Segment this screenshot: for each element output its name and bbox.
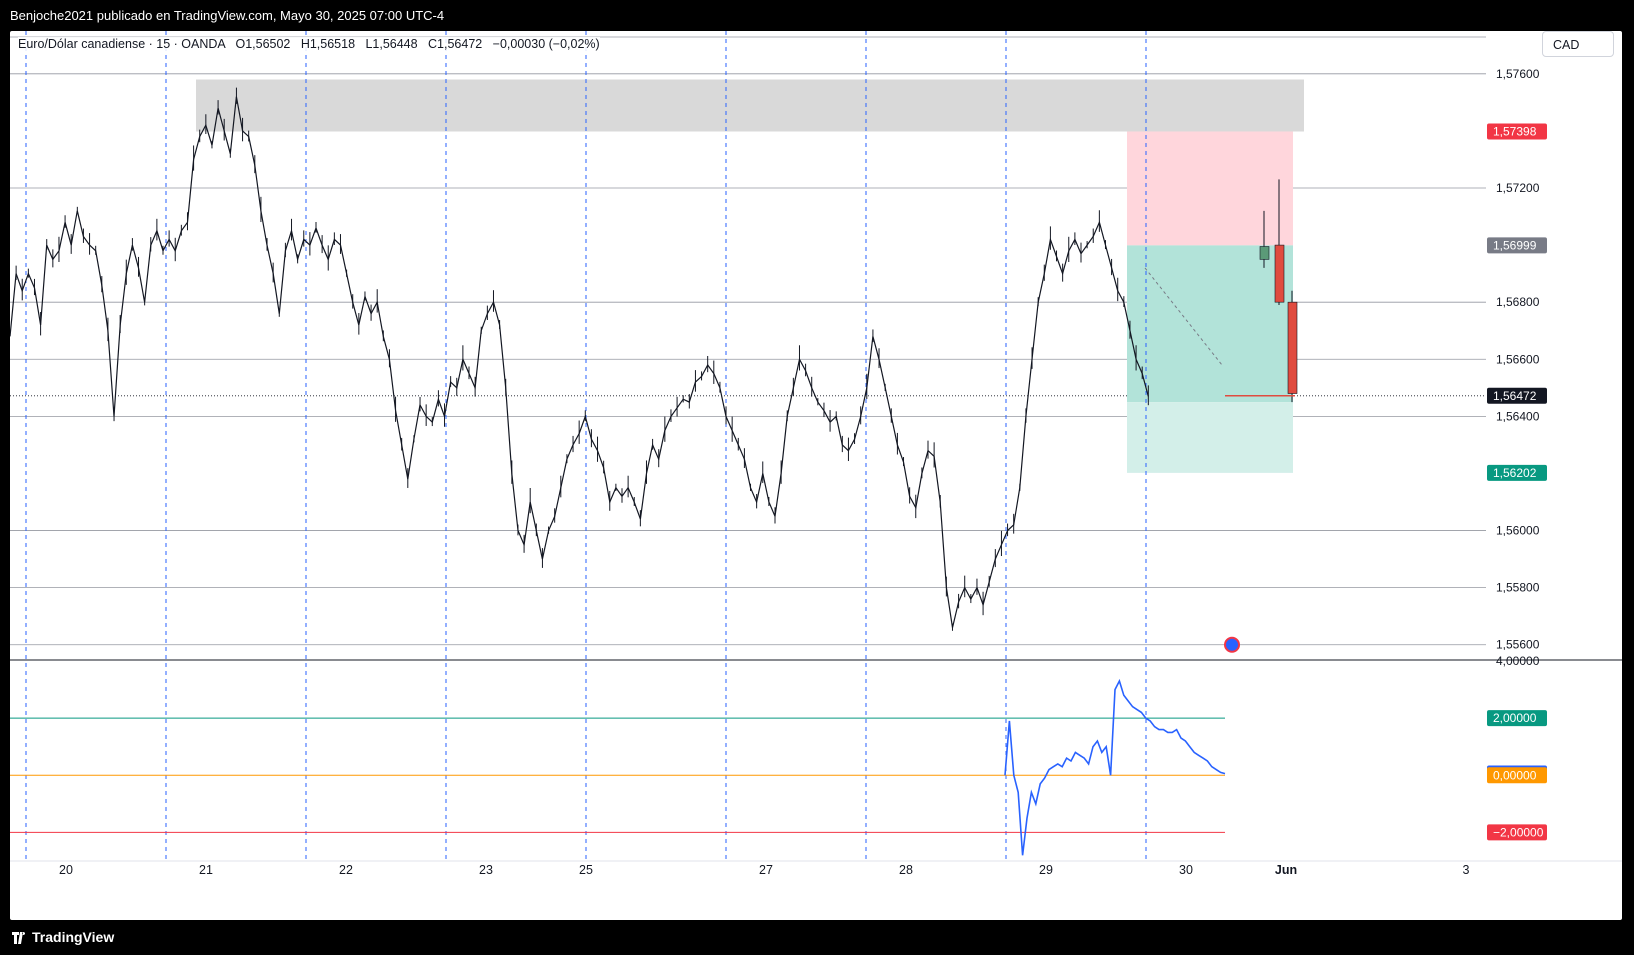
candle-body: [1287, 301, 1298, 394]
close-value: 1,56472: [437, 37, 483, 51]
tradingview-logo-icon: [12, 932, 26, 944]
symbol-legend: Euro/Dólar canadiense · 15 · OANDA O1,56…: [18, 37, 600, 51]
price-label: 1,56202: [1493, 466, 1537, 480]
currency-selector[interactable]: CAD: [1542, 31, 1614, 57]
high-value: 1,56518: [309, 37, 356, 51]
low-label: L: [365, 37, 373, 51]
indicator-tick-label: 4,00000: [1496, 654, 1540, 668]
open-value: 1,56502: [245, 37, 291, 51]
price-label-badge: [1487, 123, 1547, 140]
position-path-line: [1144, 267, 1223, 366]
x-tick-label: 28: [899, 863, 913, 877]
y-tick-label: 1,57600: [1496, 67, 1540, 81]
indicator-level-label: −2,00000: [1493, 825, 1544, 839]
y-tick-label: 1,57200: [1496, 181, 1540, 195]
x-tick-label: 20: [59, 863, 73, 877]
indicator-line: [1004, 678, 1226, 856]
indicator-level-badge: [1487, 767, 1547, 784]
footer-bar: TradingView: [0, 920, 1634, 955]
x-tick-label: 25: [579, 863, 593, 877]
profit-zone-remaining: [1127, 402, 1293, 473]
candle-body: [1259, 246, 1270, 260]
chart-svg[interactable]: 1,57600 1,57200 1,56800 1,56600 1,56400 1,560…: [10, 31, 1622, 920]
x-tick-label: 29: [1039, 863, 1053, 877]
price-label-badge: [1487, 237, 1547, 254]
footer-brand: TradingView: [32, 929, 115, 945]
candle-body: [1274, 244, 1285, 303]
supply-zone: [196, 79, 1304, 132]
symbol-name: Euro/Dólar canadiense · 15 · OANDA: [18, 37, 226, 51]
price-series-line: [10, 96, 1149, 628]
x-tick-label: Jun: [1275, 863, 1297, 877]
publisher-line: Benjoche2021 publicado en TradingView.co…: [10, 8, 445, 23]
stop-loss-zone: [1127, 131, 1293, 246]
high-label: H: [300, 37, 310, 51]
x-tick-label: 23: [479, 863, 493, 877]
indicator-level-badge: [1487, 824, 1547, 841]
alert-icon: [1224, 636, 1240, 653]
close-label: C: [428, 37, 438, 51]
y-tick-label: 1,56800: [1496, 295, 1540, 309]
publisher-bar: Benjoche2021 publicado en TradingView.co…: [0, 0, 1634, 31]
chart-frame[interactable]: Euro/Dólar canadiense · 15 · OANDA O1,56…: [10, 31, 1622, 920]
y-tick-label: 1,56600: [1496, 352, 1540, 366]
x-tick-label: 21: [199, 863, 213, 877]
price-label: 1,56999: [1493, 238, 1537, 252]
x-tick-label: 3: [1463, 863, 1470, 877]
profit-zone: [1127, 245, 1293, 403]
x-tick-label: 27: [759, 863, 773, 877]
y-tick-label: 1,55600: [1496, 638, 1540, 652]
y-tick-label: 1,56400: [1496, 409, 1540, 423]
indicator-level-badge: [1487, 710, 1547, 727]
price-label-badge: [1487, 464, 1547, 481]
price-label-badge: [1487, 387, 1547, 404]
price-label: 1,57398: [1493, 124, 1537, 138]
indicator-level-label: 0,00000: [1493, 768, 1537, 782]
x-tick-label: 30: [1179, 863, 1193, 877]
change-value: −0,00030 (−0,02%): [492, 37, 600, 51]
indicator-level-label: 2,00000: [1493, 711, 1537, 725]
x-tick-label: 22: [339, 863, 353, 877]
y-tick-label: 1,55800: [1496, 581, 1540, 595]
y-tick-label: 1,56000: [1496, 524, 1540, 538]
price-label: 1,56472: [1493, 389, 1537, 403]
low-value: 1,56448: [372, 37, 418, 51]
open-label: O: [235, 37, 246, 51]
